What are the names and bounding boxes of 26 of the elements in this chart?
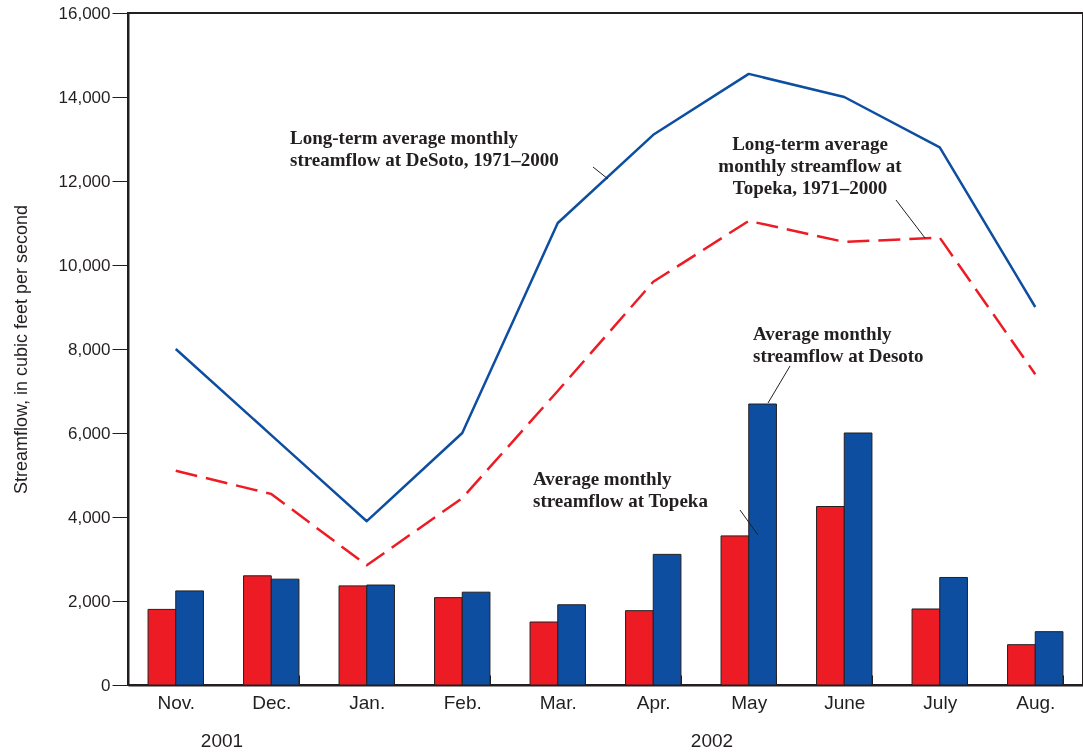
y-tick-label: 6,000 — [67, 423, 111, 443]
x-tick-label: Nov. — [157, 691, 196, 713]
y-axis-title: Streamflow, in cubic feet per second — [10, 204, 31, 495]
text: 2002 — [690, 730, 734, 751]
x-tick-label: Dec. — [252, 691, 292, 713]
y-tick-label: 16,000 — [58, 3, 111, 23]
x-tick-label: Jan. — [349, 691, 386, 713]
x-tick-label: Aug. — [1016, 691, 1056, 713]
x-tick-label: May — [731, 691, 768, 713]
x-tick-label: Mar. — [539, 691, 577, 713]
y-tick-label: 12,000 — [58, 171, 111, 191]
y-tick-label: 2,000 — [67, 591, 111, 611]
x-tick-label: June — [824, 691, 866, 713]
y-tick-label: 10,000 — [58, 255, 111, 275]
x-tick-label: Feb. — [443, 691, 482, 713]
series-label: Average monthly streamflow at Topeka — [533, 468, 709, 511]
y-tick-label: 4,000 — [67, 507, 111, 527]
series-label: Long-term average monthly streamflow at Topeka, 1971–2000 — [718, 133, 903, 198]
text: 2001 — [200, 730, 244, 751]
x-tick-label: July — [923, 691, 958, 713]
y-tick-label: 14,000 — [58, 87, 111, 107]
y-tick-label: 8,000 — [67, 339, 111, 359]
text: Average monthly streamflow at Desoto — [753, 323, 924, 366]
text: Long-term average monthly streamflow at DeSoto, 1971–2000 — [290, 127, 559, 170]
x-tick-label: Apr. — [636, 691, 671, 713]
y-tick-label: 0 — [101, 675, 111, 695]
